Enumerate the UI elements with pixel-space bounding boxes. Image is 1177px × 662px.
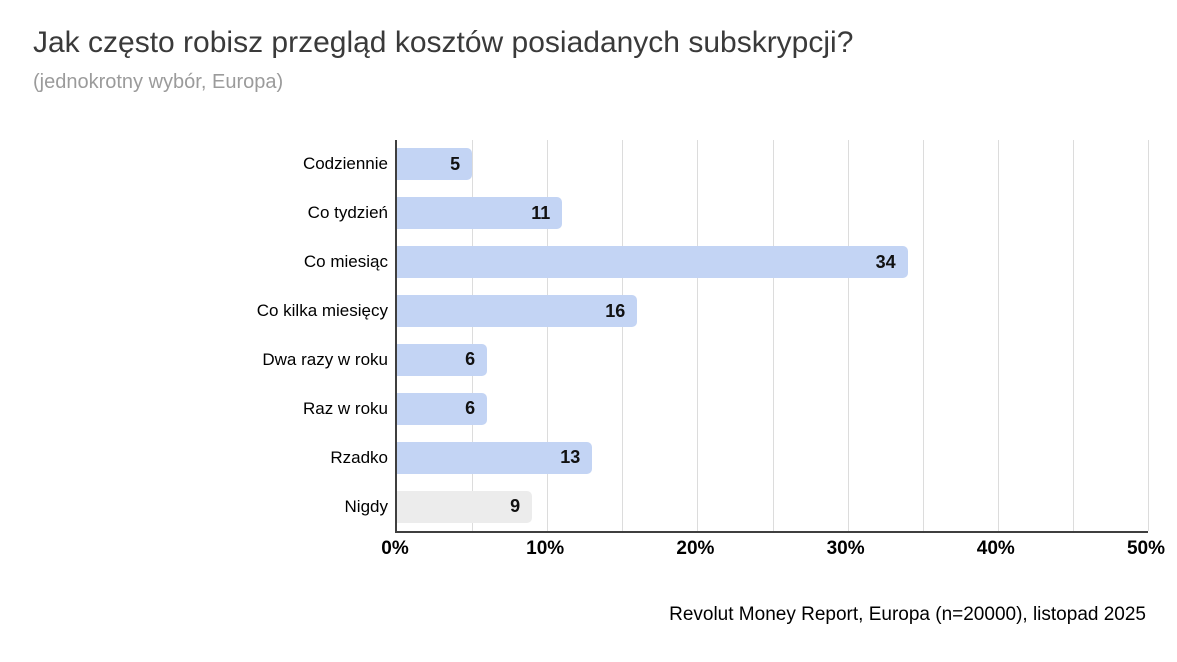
x-axis-tick-label: 20% bbox=[676, 538, 715, 559]
bar-value-label: 6 bbox=[465, 398, 476, 419]
source-note: Revolut Money Report, Europa (n=20000), … bbox=[669, 604, 1146, 625]
bar-rows: 5 11 34 16 6 6 13 9 bbox=[397, 140, 1148, 531]
bar-row: 13 bbox=[397, 433, 1148, 482]
bar: 11 bbox=[397, 197, 563, 230]
bar: 6 bbox=[397, 343, 488, 376]
bar: 9 bbox=[397, 490, 533, 523]
category-label: Dwa razy w roku bbox=[262, 349, 388, 369]
bar-row: 9 bbox=[397, 482, 1148, 531]
x-axis-tick-label: 30% bbox=[826, 538, 865, 559]
chart-header: Jak często robisz przegląd kosztów posia… bbox=[33, 26, 853, 94]
bar: 34 bbox=[397, 246, 908, 279]
category-label: Codziennie bbox=[302, 154, 388, 174]
bar-row: 6 bbox=[397, 336, 1148, 385]
category-label: Raz w roku bbox=[302, 398, 388, 418]
x-axis-tick-label: 50% bbox=[1126, 538, 1166, 559]
gridline bbox=[997, 140, 999, 531]
x-axis-tick-label: 10% bbox=[526, 538, 565, 559]
category-label: Nigdy bbox=[344, 496, 388, 516]
x-axis-tick-labels: 0% 10% 20% 30% 40% 50% bbox=[381, 538, 1165, 564]
bar-value-label: 34 bbox=[875, 251, 896, 272]
gridline bbox=[472, 140, 474, 531]
gridline bbox=[772, 140, 774, 531]
bar: 6 bbox=[397, 392, 488, 425]
category-label: Co kilka miesięcy bbox=[256, 301, 388, 321]
gridline bbox=[847, 140, 849, 531]
gridline bbox=[1148, 140, 1149, 531]
bar-value-label: 9 bbox=[510, 496, 521, 517]
page-title: Jak często robisz przegląd kosztów posia… bbox=[33, 26, 854, 59]
category-label: Rzadko bbox=[330, 447, 388, 467]
bar-row: 34 bbox=[397, 238, 1148, 287]
bar-row: 5 bbox=[397, 140, 1148, 189]
bar-row: 16 bbox=[397, 287, 1148, 336]
gridline bbox=[622, 140, 624, 531]
gridline bbox=[547, 140, 549, 531]
bar: 13 bbox=[397, 441, 593, 474]
category-label: Co tydzień bbox=[307, 203, 388, 223]
bar: 5 bbox=[397, 148, 473, 181]
gridline bbox=[697, 140, 699, 531]
bar: 16 bbox=[397, 295, 638, 328]
bar-value-label: 13 bbox=[560, 447, 581, 468]
bar-value-label: 6 bbox=[465, 349, 476, 370]
category-axis-labels: Codziennie Co tydzień Co miesiąc Co kilka m… bbox=[0, 140, 388, 531]
bar-value-label: 11 bbox=[531, 202, 551, 223]
page-subtitle: (jednokrotny wybór, Europa) bbox=[33, 70, 284, 93]
x-axis-tick-label: 0% bbox=[381, 538, 409, 559]
bar-row: 6 bbox=[397, 384, 1148, 433]
plot-area: 5 11 34 16 6 6 13 9 bbox=[395, 140, 1149, 533]
gridline bbox=[922, 140, 924, 531]
bar-row: 11 bbox=[397, 189, 1148, 238]
bar-value-label: 5 bbox=[450, 153, 461, 174]
x-axis-tick-label: 40% bbox=[976, 538, 1015, 559]
bar-value-label: 16 bbox=[605, 300, 626, 321]
category-label: Co miesiąc bbox=[303, 252, 388, 272]
gridline bbox=[1072, 140, 1074, 531]
